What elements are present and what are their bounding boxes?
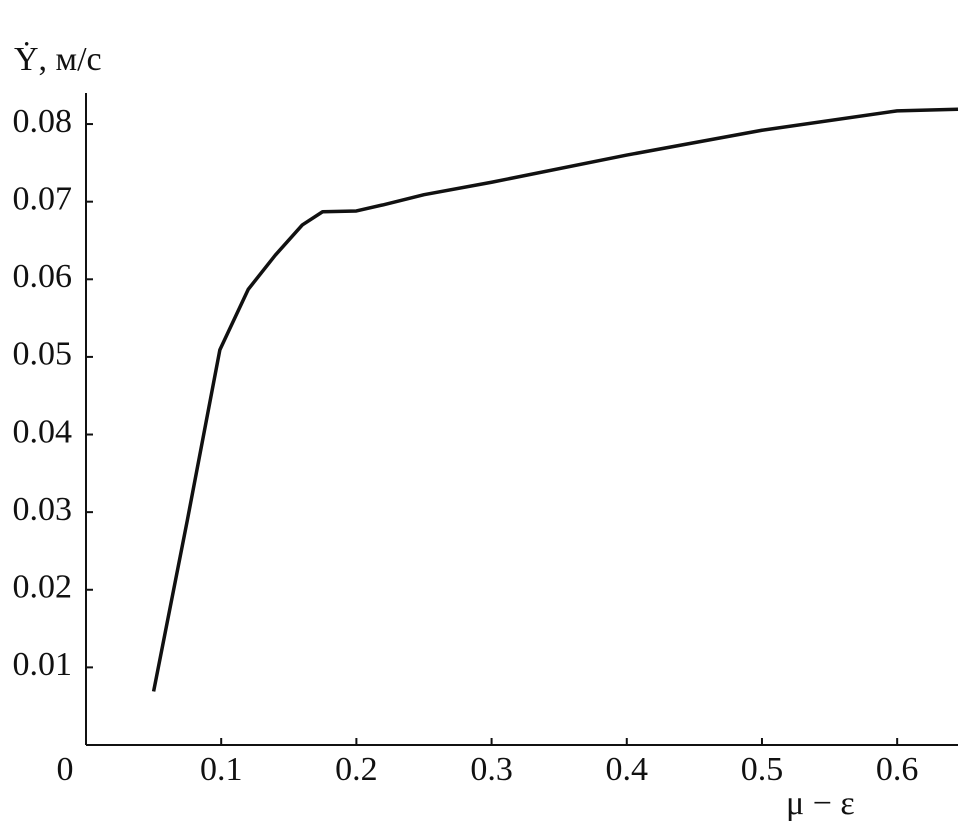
y-tick-label: 0.01 (13, 646, 73, 683)
x-tick-label: 0.4 (606, 751, 649, 788)
x-axis-label: μ − ε (786, 785, 855, 822)
x-tick-label: 0.3 (470, 751, 513, 788)
y-tick-label: 0.08 (13, 103, 73, 140)
data-line (151, 107, 959, 692)
x-tick-label: 0.1 (200, 751, 243, 788)
x-tick-label: 0.2 (335, 751, 378, 788)
y-tick-label: 0.07 (13, 180, 73, 217)
x-tick-label: 0.6 (876, 751, 919, 788)
y-tick-label: 0.04 (13, 413, 73, 450)
y-axis-label: Ẏ, м/с (14, 41, 102, 78)
y-tick-label: 0.05 (13, 336, 73, 373)
y-tick-label: 0.02 (13, 569, 73, 606)
x-tick-label: 0.5 (741, 751, 784, 788)
x-tick-label: 0 (57, 751, 74, 788)
y-tick-label: 0.06 (13, 258, 73, 295)
y-tick-label: 0.03 (13, 491, 73, 528)
